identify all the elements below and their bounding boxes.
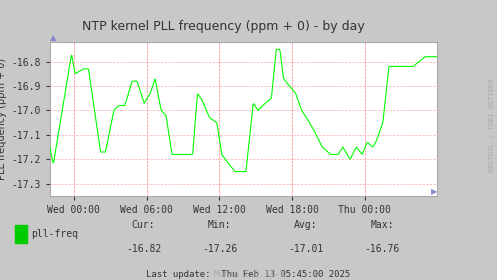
Text: RRDTOOL / TOBI OETIKER: RRDTOOL / TOBI OETIKER [489,78,495,172]
Text: pll-freq: pll-freq [31,229,79,239]
Text: Munin 2.0.33-1: Munin 2.0.33-1 [214,270,283,279]
Text: -16.82: -16.82 [126,244,161,255]
Text: -17.01: -17.01 [288,244,324,255]
Text: Min:: Min: [208,220,232,230]
Text: Avg:: Avg: [294,220,318,230]
Text: -17.26: -17.26 [202,244,238,255]
Text: -16.76: -16.76 [364,244,400,255]
Text: NTP kernel PLL frequency (ppm + 0) - by day: NTP kernel PLL frequency (ppm + 0) - by … [83,20,365,32]
Text: Last update:  Thu Feb 13 05:45:00 2025: Last update: Thu Feb 13 05:45:00 2025 [147,270,350,279]
Text: ▶: ▶ [431,187,437,196]
Text: ▲: ▲ [50,33,56,42]
Text: Max:: Max: [370,220,394,230]
Bar [15,225,27,243]
Text: Cur:: Cur: [132,220,155,230]
Y-axis label: PLL frequency (ppm + 0): PLL frequency (ppm + 0) [0,58,7,180]
